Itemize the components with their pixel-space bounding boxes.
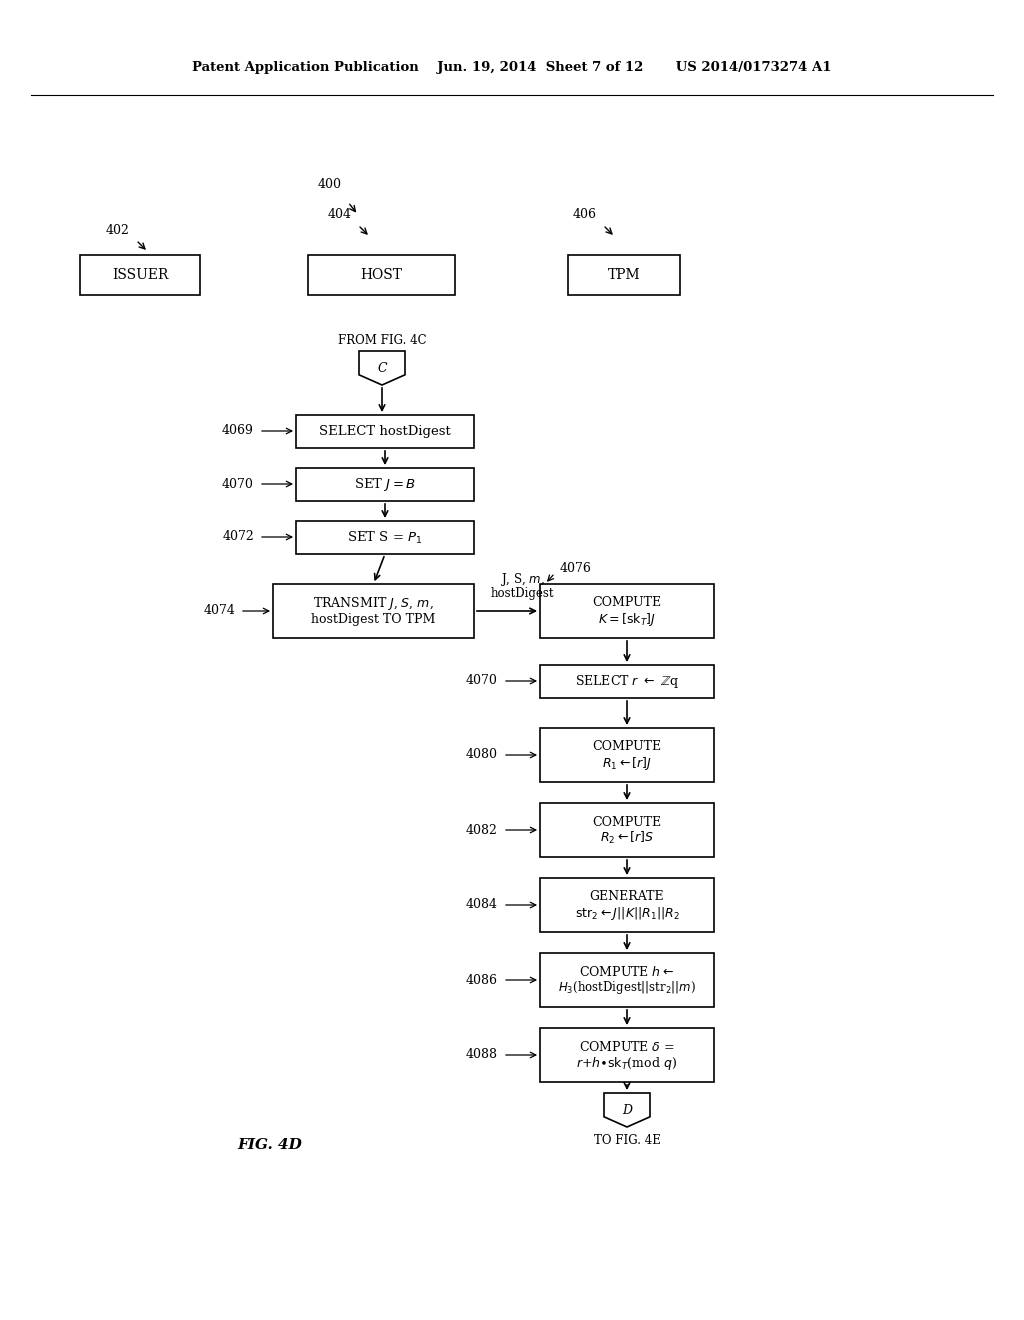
Text: $r$+$h$$\bullet$$\mathrm{sk}_T$(mod $q$): $r$+$h$$\bullet$$\mathrm{sk}_T$(mod $q$): [577, 1055, 678, 1072]
Bar: [296, 414, 474, 447]
Text: 4072: 4072: [222, 531, 254, 544]
Text: hostDigest TO TPM: hostDigest TO TPM: [311, 612, 435, 626]
Text: TRANSMIT $J$, $S$, $m$,: TRANSMIT $J$, $S$, $m$,: [313, 594, 434, 611]
Bar: [568, 255, 680, 294]
Text: COMPUTE $\delta$ =: COMPUTE $\delta$ =: [579, 1040, 675, 1053]
Bar: [296, 469, 474, 502]
Text: 4080: 4080: [466, 748, 498, 762]
Text: $K = [\mathrm{sk}_T]J$: $K = [\mathrm{sk}_T]J$: [598, 610, 656, 627]
Bar: [273, 583, 474, 638]
Text: COMPUTE: COMPUTE: [593, 597, 662, 610]
Text: 406: 406: [573, 209, 597, 222]
Text: SET S = $P_1$: SET S = $P_1$: [347, 529, 423, 545]
Text: $H_3$(hostDigest$||$str$_2||m$): $H_3$(hostDigest$||$str$_2||m$): [558, 979, 696, 997]
Text: FROM FIG. 4C: FROM FIG. 4C: [338, 334, 426, 346]
Text: hostDigest: hostDigest: [490, 587, 554, 601]
Text: 404: 404: [328, 209, 352, 222]
Bar: [296, 521, 474, 554]
Text: SELECT $r$ $\leftarrow$ $\mathbb{Z}$q: SELECT $r$ $\leftarrow$ $\mathbb{Z}$q: [574, 673, 679, 690]
Text: GENERATE: GENERATE: [590, 891, 665, 903]
Polygon shape: [604, 1093, 650, 1127]
Text: $R_2 \leftarrow [r]S$: $R_2 \leftarrow [r]S$: [600, 830, 654, 846]
Bar: [540, 878, 714, 932]
Bar: [540, 729, 714, 781]
Text: 4086: 4086: [466, 974, 498, 986]
Text: SET $J = B$: SET $J = B$: [354, 477, 416, 492]
Bar: [540, 1028, 714, 1082]
Text: SELECT hostDigest: SELECT hostDigest: [319, 425, 451, 438]
Text: $\mathrm{str}_2 \leftarrow J||K||R_1||R_2$: $\mathrm{str}_2 \leftarrow J||K||R_1||R_…: [574, 904, 680, 921]
Bar: [308, 255, 455, 294]
Text: TPM: TPM: [607, 268, 640, 282]
Text: 4088: 4088: [466, 1048, 498, 1061]
Text: J, S, $m$,: J, S, $m$,: [500, 572, 545, 589]
Text: D: D: [622, 1104, 632, 1117]
Bar: [540, 803, 714, 857]
Polygon shape: [359, 351, 406, 385]
Text: C: C: [377, 362, 387, 375]
Text: 4082: 4082: [466, 824, 498, 837]
Text: COMPUTE: COMPUTE: [593, 741, 662, 754]
Text: HOST: HOST: [360, 268, 402, 282]
Bar: [540, 583, 714, 638]
Text: 4069: 4069: [222, 425, 254, 437]
Text: 4070: 4070: [466, 675, 498, 688]
Text: FIG. 4D: FIG. 4D: [238, 1138, 302, 1152]
Text: 4084: 4084: [466, 899, 498, 912]
Text: $R_1 \leftarrow [r]J$: $R_1 \leftarrow [r]J$: [602, 755, 652, 771]
Text: 4070: 4070: [222, 478, 254, 491]
Text: COMPUTE $h\leftarrow$: COMPUTE $h\leftarrow$: [580, 965, 675, 979]
Text: 402: 402: [106, 223, 130, 236]
Text: ISSUER: ISSUER: [112, 268, 168, 282]
Bar: [80, 255, 200, 294]
Bar: [540, 665, 714, 698]
Bar: [540, 953, 714, 1007]
Text: Patent Application Publication    Jun. 19, 2014  Sheet 7 of 12       US 2014/017: Patent Application Publication Jun. 19, …: [193, 62, 831, 74]
Text: 400: 400: [318, 178, 342, 191]
Text: 4076: 4076: [560, 561, 592, 574]
Text: TO FIG. 4E: TO FIG. 4E: [594, 1134, 660, 1147]
Text: COMPUTE: COMPUTE: [593, 816, 662, 829]
Text: 4074: 4074: [203, 605, 234, 618]
